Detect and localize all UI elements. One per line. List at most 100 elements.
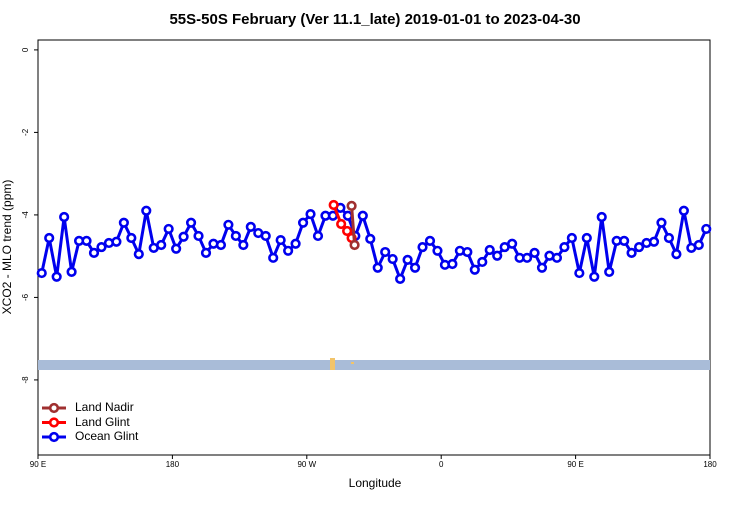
data-point (163, 223, 174, 235)
data-point (88, 247, 100, 258)
legend-label: Land Nadir (75, 400, 134, 414)
data-point (372, 262, 383, 273)
data-point (268, 252, 279, 263)
x-tick-label: 0 (439, 460, 444, 469)
data-point (559, 241, 570, 253)
data-point (215, 239, 227, 251)
data-point (596, 211, 607, 223)
data-point (185, 217, 197, 228)
chart-title: 55S-50S February (Ver 11.1_late) 2019-01… (169, 11, 580, 28)
data-point (36, 267, 47, 279)
y-tick-label: 0 (21, 47, 30, 52)
x-tick-label: 90 E (567, 460, 583, 469)
data-point (365, 233, 376, 244)
data-point (111, 236, 122, 247)
legend-label: Land Glint (75, 415, 130, 429)
surface-band (38, 360, 710, 370)
data-point (574, 267, 585, 279)
data-point (230, 230, 241, 242)
data-point (81, 235, 92, 246)
data-point (432, 245, 443, 256)
x-tick-label: 90 W (297, 460, 316, 469)
data-point (51, 271, 62, 282)
data-point (297, 217, 309, 228)
data-point (245, 221, 256, 232)
data-point (409, 262, 421, 273)
land-patch (351, 362, 354, 364)
data-point (529, 247, 540, 258)
data-point (66, 266, 77, 277)
data-point (633, 241, 645, 253)
plot-frame (37, 39, 711, 456)
data-point (701, 223, 712, 235)
data-point (424, 235, 436, 246)
data-point (141, 205, 152, 216)
data-point (349, 239, 360, 251)
x-tick-label: 90 E (30, 460, 46, 469)
data-point (283, 245, 294, 256)
data-point (126, 232, 137, 244)
data-point (171, 243, 182, 254)
data-point (477, 256, 488, 268)
data-point (492, 250, 503, 261)
data-point (238, 239, 249, 251)
data-point (663, 232, 675, 244)
data-point (589, 271, 600, 282)
data-point (581, 232, 592, 244)
series-line (40, 206, 708, 281)
data-point (462, 246, 473, 258)
series-line (350, 205, 357, 246)
y-tick-label: -6 (21, 293, 30, 301)
data-point (671, 249, 682, 260)
data-point (402, 254, 413, 265)
data-point (346, 200, 357, 211)
data-point (566, 232, 577, 244)
data-point (678, 205, 689, 216)
data-point (44, 232, 55, 244)
data-point (648, 236, 660, 247)
data-point (260, 230, 271, 242)
data-point (336, 218, 347, 230)
data-point (447, 258, 458, 270)
data-point (357, 210, 368, 221)
legend-label: Ocean Glint (75, 429, 139, 443)
data-point (387, 253, 398, 265)
x-axis-label: Longitude (349, 476, 402, 490)
data-point (312, 230, 324, 242)
data-point (469, 264, 480, 275)
data-point (380, 246, 391, 258)
y-tick-label: -2 (21, 128, 30, 136)
data-point (328, 199, 339, 211)
data-point (693, 239, 704, 251)
data-point (619, 235, 630, 246)
land-patch (330, 358, 335, 370)
data-point (193, 230, 204, 242)
data-point (342, 210, 353, 221)
data-point (178, 231, 189, 242)
data-point (118, 217, 129, 228)
data-point (133, 249, 144, 260)
data-point (521, 252, 533, 263)
data-point (656, 217, 667, 228)
data-point (96, 241, 107, 253)
data-point (536, 262, 548, 273)
legend-swatch-marker (48, 417, 60, 428)
data-point (290, 238, 301, 249)
y-axis-label: XCO2 - MLO trend (ppm) (0, 180, 14, 315)
data-point (484, 244, 495, 256)
data-point (156, 239, 167, 251)
data-point (200, 247, 212, 258)
data-point (342, 225, 353, 237)
data-point (417, 241, 428, 253)
y-tick-label: -4 (21, 211, 30, 219)
data-point (275, 234, 286, 246)
data-point (551, 252, 563, 263)
legend-swatch-marker (48, 431, 60, 443)
x-tick-label: 180 (703, 460, 717, 469)
data-point (305, 208, 316, 220)
data-point (223, 219, 234, 230)
x-tick-label: 180 (166, 460, 180, 469)
data-point (395, 273, 406, 284)
